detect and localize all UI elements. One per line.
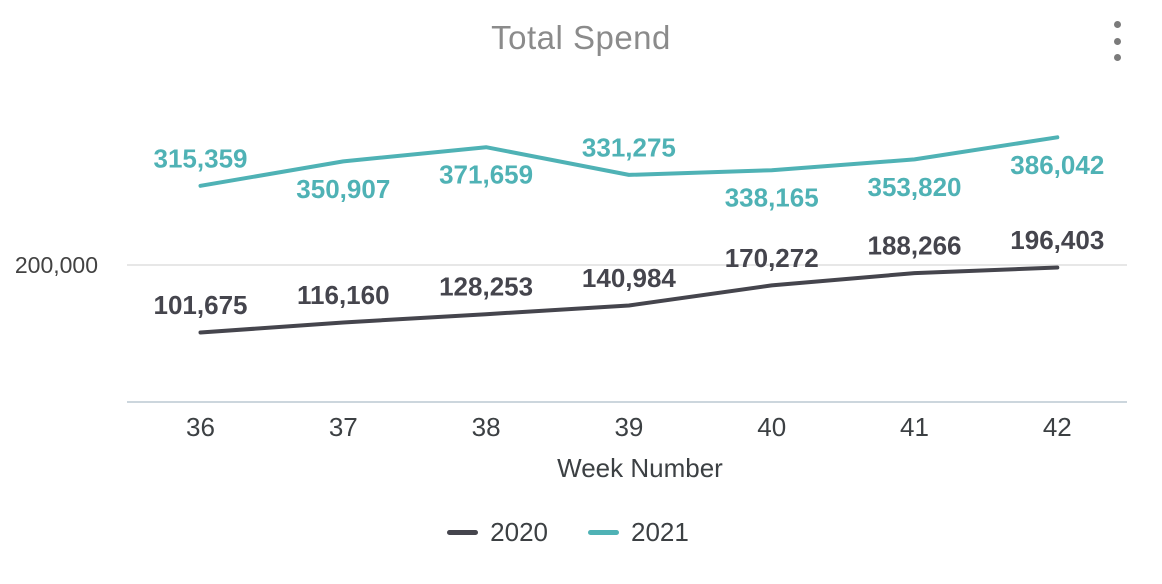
data-label-2021: 331,275 [582,132,676,162]
data-label-2020: 140,984 [582,263,677,293]
x-tick-label: 38 [472,412,501,442]
data-label-2020: 188,266 [868,231,962,261]
data-label-2021: 386,042 [1010,150,1104,180]
legend-swatch-2021 [588,530,619,535]
data-label-2020: 170,272 [725,243,819,273]
data-label-2020: 128,253 [439,272,533,302]
x-tick-label: 40 [757,412,786,442]
data-label-2021: 353,820 [868,172,962,202]
legend-swatch-2020 [447,530,479,535]
legend-item-2020[interactable]: 2020 [447,517,548,548]
chart-title: Total Spend [491,19,671,56]
x-tick-label: 39 [614,412,643,442]
data-label-2021: 338,165 [725,183,819,213]
kebab-menu-icon[interactable] [1106,21,1128,61]
legend-label-2021: 2021 [631,517,689,547]
x-tick-label: 41 [900,412,929,442]
legend: 2020 2021 [0,517,1136,548]
data-label-2020: 116,160 [297,280,390,310]
y-axis-tick-label: 200,000 [14,252,98,278]
series-line-2021[interactable] [198,135,1060,188]
data-label-2021: 371,659 [439,160,533,190]
data-label-2020: 101,675 [154,290,248,320]
x-tick-label: 37 [329,412,358,442]
series-line-2020[interactable] [198,265,1060,335]
kebab-dot [1113,54,1121,61]
data-label-2021: 315,359 [154,143,248,173]
data-label-2021: 350,907 [296,174,390,204]
x-tick-label: 42 [1043,412,1072,442]
x-axis-title: Week Number [557,453,723,483]
kebab-dot [1113,21,1121,28]
x-tick-label: 36 [186,412,215,442]
legend-label-2020: 2020 [490,517,548,547]
data-label-2020: 196,403 [1010,225,1104,255]
legend-item-2021[interactable]: 2021 [588,517,689,548]
kebab-dot [1113,37,1121,45]
